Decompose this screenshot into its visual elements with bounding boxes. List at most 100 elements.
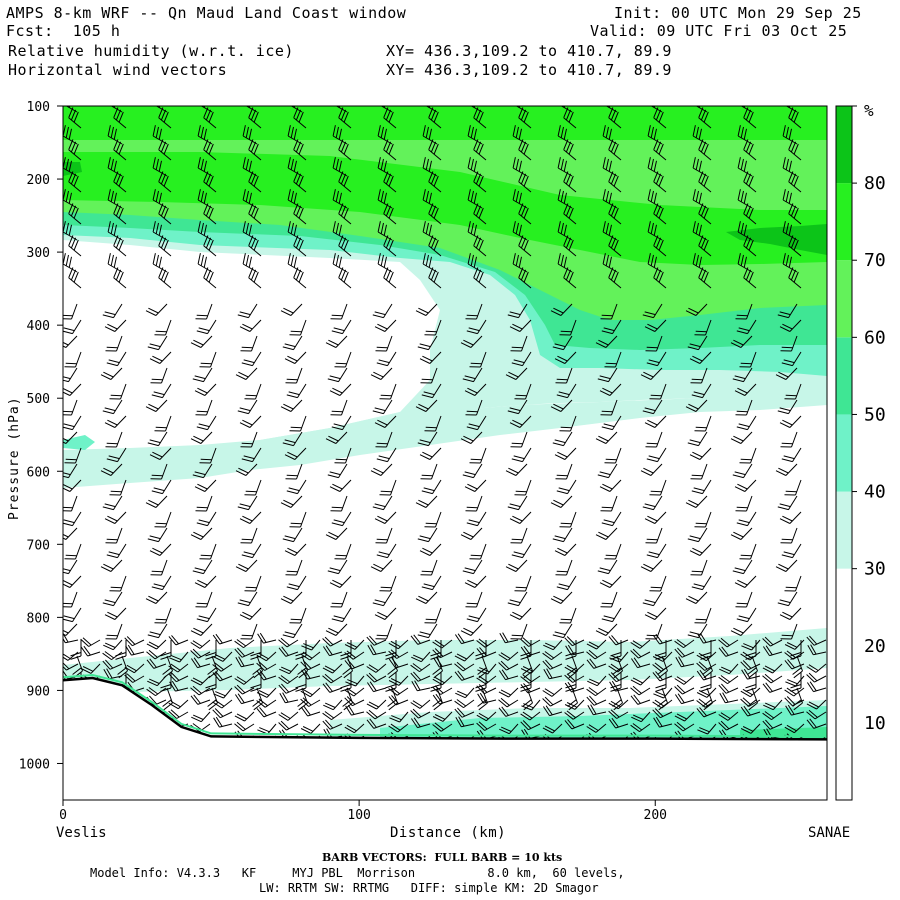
wind-barb [432,675,453,686]
wind-barb [115,640,127,660]
wind-barb [287,253,303,273]
wind-barb [422,189,438,209]
wind-barb [454,707,475,718]
wind-barb [237,303,258,319]
wind-barb [280,591,303,604]
wind-barb [630,648,651,659]
wind-barb [563,171,577,193]
wind-barb [554,351,577,364]
wind-barb [595,431,618,444]
wind-barb [653,203,667,225]
wind-barb [698,171,712,193]
wind-barb [462,559,483,575]
wind-barb [338,139,352,161]
wind-barb [697,723,717,735]
wind-barb [464,479,487,492]
wind-barb [293,267,307,289]
y-tick-label: 600 [27,465,50,480]
wind-barb [454,661,475,672]
wind-barb [257,723,277,735]
wind-barb [736,511,757,527]
x-end-label: SANAE [808,825,850,841]
wind-barb [694,607,712,624]
wind-barb [104,319,127,332]
wind-barb [250,672,262,692]
wind-barb [158,203,172,225]
wind-barb [780,623,798,640]
wind-barb [301,639,321,651]
wind-barb [424,319,442,336]
wind-barb [520,637,541,647]
wind-barb [644,511,667,524]
wind-barb [702,687,713,711]
wind-barb [332,221,348,241]
wind-barb [718,675,739,685]
wind-barb [63,303,78,320]
wind-barb [376,447,397,463]
wind-barb [554,447,577,460]
wind-barb [718,637,739,648]
colorbar-tick-label: 50 [864,404,886,425]
wind-barb [241,543,262,559]
wind-barb [685,495,708,508]
wind-barb [107,189,123,209]
wind-barb [779,319,802,332]
wind-barb [293,235,307,257]
wind-barb [604,351,622,368]
wind-barb [454,699,475,709]
wind-barb [322,682,343,693]
wind-barb [788,235,802,257]
wind-barb [147,675,167,687]
wind-barb [113,267,127,289]
wind-barb [512,157,528,177]
wind-barb [377,157,393,177]
wind-barb [420,559,438,576]
wind-barb [428,235,442,257]
wind-barb [383,171,397,193]
wind-barb [63,319,82,335]
wind-barb [563,267,577,289]
wind-barb [646,447,667,463]
wind-barb [469,543,487,560]
wind-barb [698,267,712,289]
wind-barb [520,711,541,721]
wind-barb [375,431,393,448]
wind-barb [510,431,528,448]
wind-barb [675,656,695,668]
wind-barb [325,431,348,444]
wind-barb [740,687,761,698]
wind-barb [102,659,123,670]
wind-barb [242,157,258,177]
wind-barb [169,651,189,663]
wind-barb [788,171,802,193]
wind-barb [329,575,352,588]
wind-barb [735,303,753,320]
wind-barb [782,253,798,273]
wind-barb [647,157,663,177]
wind-barb [652,662,673,672]
wind-barb [375,335,393,352]
wind-barb [739,447,757,464]
wind-barb [630,694,651,705]
wind-barb [109,383,127,400]
wind-barb [152,221,168,241]
wind-barb [63,527,78,540]
wind-barb [124,636,145,647]
wind-barb [279,692,299,704]
wind-barb [338,107,352,129]
wind-barb [586,649,607,660]
wind-barb [240,335,258,352]
terrain-line [63,673,827,800]
wind-barb [498,660,519,671]
wind-barb [245,106,258,113]
wind-barb [68,203,82,225]
wind-barb [691,479,712,495]
wind-barb [256,669,277,681]
wind-barb [608,235,622,257]
wind-barb [652,633,673,645]
wind-barb [145,399,168,412]
wind-barb [376,351,397,367]
wind-barb [63,415,82,431]
wind-barb [509,415,532,428]
wind-barb [293,139,307,161]
